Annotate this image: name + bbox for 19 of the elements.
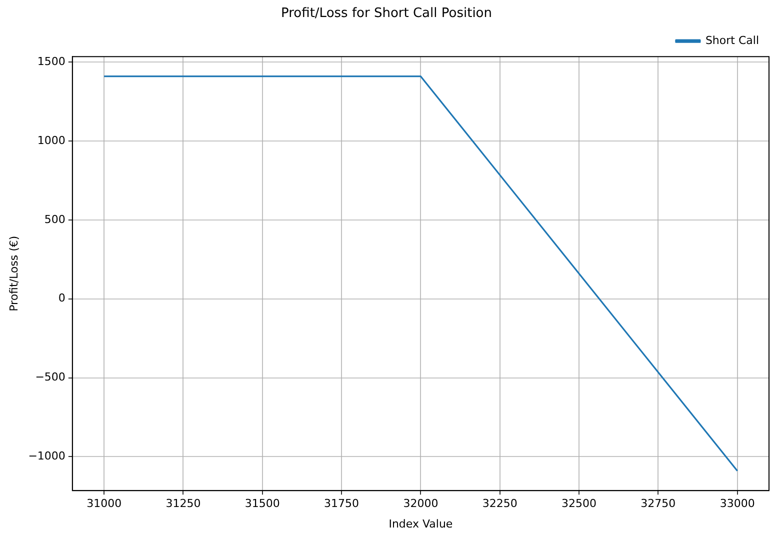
y-tick-label: 1000 bbox=[37, 134, 66, 147]
x-tick-label: 31750 bbox=[324, 497, 360, 510]
y-tick-label: 500 bbox=[44, 212, 66, 226]
x-tick-label: 31000 bbox=[86, 497, 122, 510]
x-tick-label: 32750 bbox=[640, 497, 676, 510]
x-tick-label: 31250 bbox=[166, 497, 201, 510]
x-tick-label: 32000 bbox=[403, 497, 438, 510]
y-axis-title: Profit/Loss (€) bbox=[7, 236, 20, 312]
x-tick-label: 33000 bbox=[720, 497, 755, 510]
x-axis-title: Index Value bbox=[388, 517, 453, 530]
y-tick-label: 0 bbox=[58, 292, 66, 305]
x-tick-label: 32250 bbox=[482, 497, 518, 510]
x-tick-label: 31500 bbox=[244, 497, 280, 510]
x-tick-label: 32500 bbox=[562, 497, 597, 510]
chart-title: Profit/Loss for Short Call Position bbox=[281, 6, 492, 22]
legend-label: Short Call bbox=[705, 34, 760, 47]
y-tick-label: 1500 bbox=[37, 54, 66, 68]
y-tick-label: −1000 bbox=[28, 450, 66, 463]
y-tick-label: −500 bbox=[35, 370, 66, 384]
